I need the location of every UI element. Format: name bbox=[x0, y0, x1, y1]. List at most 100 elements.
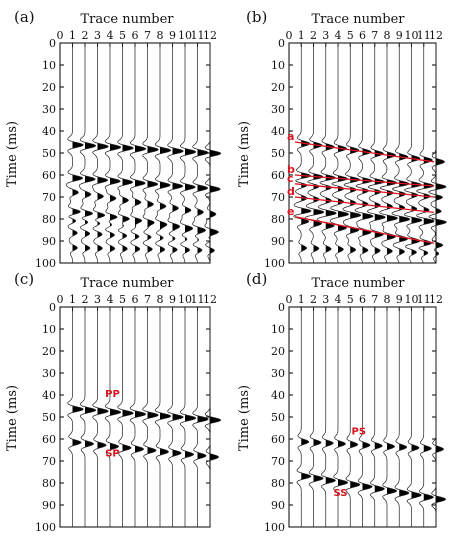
event-label-e: e bbox=[287, 205, 294, 218]
trace-fill bbox=[325, 477, 336, 484]
panel-b-plot: 0 1 2 3 4 5 6 7 8 9 1011120102030405060708090100ab… bbox=[264, 29, 447, 270]
trace-fill bbox=[160, 147, 171, 154]
x-tick-label: 7 bbox=[144, 29, 151, 42]
trace-fill bbox=[147, 201, 154, 208]
trace-fill bbox=[362, 442, 370, 449]
x-tick-label: 11 bbox=[417, 293, 431, 306]
trace-fill bbox=[350, 481, 360, 488]
trace-fill bbox=[110, 144, 121, 151]
trace-fill bbox=[362, 247, 368, 254]
trace-wiggle bbox=[129, 43, 147, 264]
trace-wiggle bbox=[403, 43, 423, 264]
trace-wiggle bbox=[431, 307, 446, 527]
annotation-pp: PP bbox=[105, 389, 120, 400]
y-tick-label: 80 bbox=[271, 477, 285, 490]
trace-fill bbox=[110, 443, 119, 450]
panel-d-plot: 0 1 2 3 4 5 6 7 8 9 1011120102030405060708090100PS… bbox=[264, 293, 446, 534]
trace-wiggle bbox=[204, 307, 222, 527]
trace-10 bbox=[179, 43, 197, 264]
trace-4 bbox=[104, 307, 122, 527]
trace-fill bbox=[110, 409, 121, 416]
trace-wiggle bbox=[192, 307, 209, 527]
trace-fill bbox=[97, 212, 105, 218]
trace-fill bbox=[135, 180, 146, 187]
x-tick-label: 7 bbox=[371, 29, 378, 42]
trace-2 bbox=[78, 43, 97, 263]
trace-10 bbox=[403, 43, 423, 264]
trace-12 bbox=[204, 43, 222, 264]
x-tick-label: 11 bbox=[191, 293, 205, 306]
trace-fill bbox=[301, 473, 311, 480]
x-tick-label: 0 bbox=[57, 29, 64, 42]
x-tick-label: 1 bbox=[298, 29, 305, 42]
trace-5 bbox=[345, 307, 361, 527]
x-tick-label: 3 bbox=[94, 29, 101, 42]
panel-b: (b) Trace number Time (ms) 0 1 2 3 4 5 6 7 8 9 101… bbox=[237, 8, 447, 270]
x-tick-label: 11 bbox=[191, 29, 205, 42]
panel-b-label: (b) bbox=[246, 8, 267, 26]
y-tick-label: 70 bbox=[271, 455, 285, 468]
trace-3 bbox=[321, 307, 336, 527]
event-line-b bbox=[294, 174, 435, 187]
trace-fill bbox=[436, 158, 445, 165]
trace-11 bbox=[192, 43, 209, 264]
trace-9 bbox=[167, 43, 184, 264]
trace-wiggle bbox=[394, 307, 410, 527]
panel-c-x-title: Trace number bbox=[80, 276, 174, 291]
panel-d: (d) Trace number Time (ms) 0 1 2 3 4 5 6 7 8 9 101… bbox=[237, 270, 446, 534]
trace-fill bbox=[399, 490, 409, 496]
trace-10 bbox=[179, 307, 197, 527]
x-tick-label: 3 bbox=[94, 293, 101, 306]
x-tick-label: 12 bbox=[429, 293, 443, 306]
x-tick-label: 4 bbox=[335, 29, 342, 42]
trace-wiggle bbox=[92, 307, 109, 527]
trace-fill bbox=[423, 494, 434, 501]
x-tick-label: 9 bbox=[169, 29, 176, 42]
y-tick-label: 60 bbox=[271, 433, 285, 446]
y-tick-label: 30 bbox=[42, 367, 56, 380]
trace-fill bbox=[135, 199, 141, 206]
x-tick-label: 9 bbox=[169, 293, 176, 306]
trace-fill bbox=[411, 155, 421, 162]
trace-wiggle bbox=[167, 307, 184, 527]
trace-wiggle bbox=[117, 43, 134, 264]
trace-5 bbox=[342, 43, 362, 264]
y-tick-label: 0 bbox=[278, 301, 285, 314]
trace-wiggle bbox=[342, 43, 362, 264]
y-tick-label: 30 bbox=[42, 103, 56, 116]
trace-7 bbox=[142, 307, 159, 527]
y-tick-label: 40 bbox=[271, 125, 285, 138]
x-tick-label: 2 bbox=[310, 293, 317, 306]
x-tick-label: 3 bbox=[322, 293, 329, 306]
x-tick-label: 0 bbox=[57, 293, 64, 306]
trace-fill bbox=[185, 207, 191, 214]
trace-fill bbox=[210, 454, 219, 460]
trace-1 bbox=[65, 43, 84, 264]
trace-1 bbox=[296, 307, 312, 527]
trace-fill bbox=[85, 407, 96, 414]
trace-fill bbox=[172, 205, 179, 212]
trace-fill bbox=[374, 442, 383, 449]
trace-wiggle bbox=[382, 307, 398, 527]
trace-fill bbox=[197, 452, 207, 459]
trace-fill bbox=[135, 411, 146, 418]
x-tick-label: 2 bbox=[82, 293, 89, 306]
trace-fill bbox=[399, 153, 408, 160]
x-tick-label: 8 bbox=[157, 29, 164, 42]
event-line-c bbox=[294, 183, 435, 198]
trace-5 bbox=[117, 43, 134, 264]
x-tick-label: 1 bbox=[69, 293, 76, 306]
x-tick-label: 8 bbox=[384, 29, 391, 42]
trace-wiggle bbox=[192, 43, 209, 264]
y-tick-label: 50 bbox=[42, 147, 56, 160]
trace-fill bbox=[72, 230, 78, 236]
x-tick-label: 4 bbox=[107, 293, 114, 306]
trace-fill bbox=[374, 485, 385, 492]
trace-11 bbox=[419, 307, 434, 527]
x-tick-label: 2 bbox=[82, 29, 89, 42]
trace-3 bbox=[92, 307, 109, 527]
trace-fill bbox=[338, 440, 346, 447]
x-tick-label: 1 bbox=[69, 29, 76, 42]
y-tick-label: 40 bbox=[42, 389, 56, 402]
